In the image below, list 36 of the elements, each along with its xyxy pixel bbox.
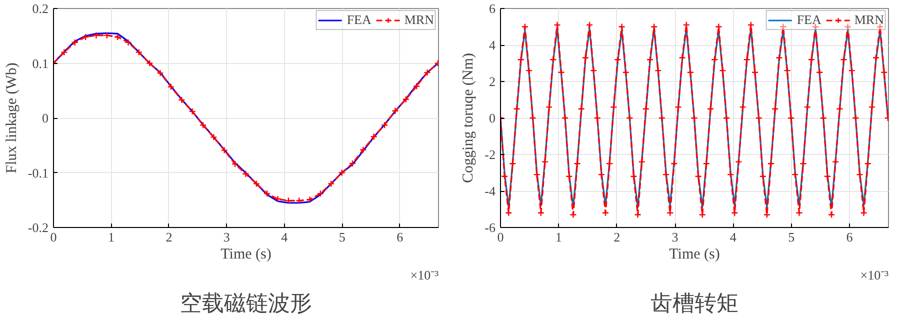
- x-axis-title: Time (s): [669, 246, 720, 262]
- x-tick-label: 5: [788, 230, 795, 244]
- text: 齿槽转矩: [650, 292, 738, 316]
- y-tick-label: 0.2: [32, 1, 48, 16]
- y-tick-label: -0.2: [28, 220, 49, 235]
- x-tick-label: 2: [614, 230, 620, 244]
- y-tick-label: -6: [484, 220, 496, 235]
- text: ×10⁻³: [410, 268, 439, 282]
- y-tick-label: -0.1: [28, 165, 49, 180]
- text: ×10⁻³: [860, 268, 889, 282]
- x-tick-label: 4: [281, 230, 288, 244]
- x-tick-label: 3: [672, 230, 678, 244]
- legend-label: MRN: [404, 12, 434, 28]
- y-axis-title: Cogging toruqe (Nm): [460, 53, 477, 183]
- legend-label: FEA: [346, 12, 372, 28]
- y-axis-title: Flux linkage (Wb): [4, 62, 20, 174]
- legend-label: MRN: [854, 12, 884, 28]
- x-axis-title: Time (s): [220, 246, 272, 262]
- x-tick-label: 5: [338, 230, 346, 244]
- x-tick-label: 3: [223, 230, 230, 244]
- y-tick-label: -2: [484, 147, 496, 162]
- legend-label: FEA: [796, 12, 822, 28]
- x-tick-label: 1: [555, 230, 562, 244]
- y-tick-label: 0.1: [32, 56, 48, 71]
- y-tick-label: 6: [489, 1, 496, 16]
- y-tick-label: 0: [489, 110, 496, 126]
- text: 空载磁链波形: [180, 292, 312, 316]
- x-tick-label: 6: [846, 230, 854, 244]
- x-tick-label: 6: [396, 230, 404, 244]
- y-tick-label: -4: [484, 184, 496, 198]
- x-tick-label: 1: [108, 230, 114, 244]
- x-tick-label: 2: [166, 230, 172, 244]
- y-tick-label: 2: [489, 74, 496, 89]
- y-tick-label: 4: [489, 38, 496, 52]
- y-tick-label: 0: [42, 110, 48, 126]
- x-tick-label: 4: [730, 230, 737, 244]
